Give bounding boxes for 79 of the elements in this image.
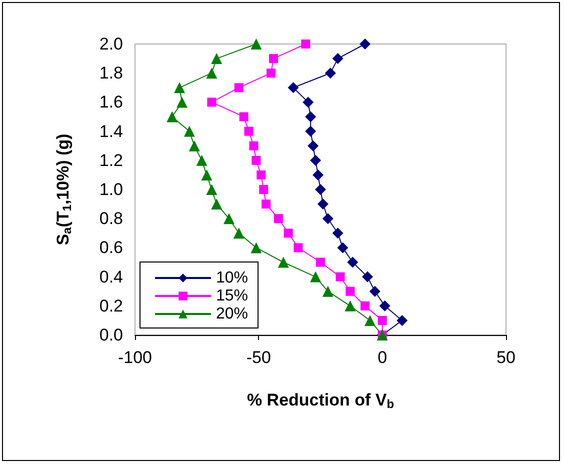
point (174, 82, 186, 94)
point (312, 169, 324, 180)
point (206, 184, 218, 195)
point (315, 184, 326, 195)
y-tick-label: 0.4 (99, 267, 123, 286)
point (305, 111, 316, 122)
point (396, 314, 408, 326)
y-tick-label: 1.8 (99, 64, 123, 83)
y-tick-label: 2.0 (99, 34, 123, 54)
point (364, 314, 376, 326)
point (269, 54, 278, 64)
x-tick-label: 0 (378, 348, 388, 367)
point (223, 213, 234, 224)
point (337, 242, 348, 254)
y-tick-label: 0.2 (99, 296, 123, 316)
y-tick-label: 0.0 (99, 326, 123, 344)
y-tick-label: 1.4 (99, 122, 123, 141)
legend-label: 10% (216, 270, 248, 286)
point (369, 286, 380, 297)
legend-label: 20% (216, 306, 248, 322)
point (346, 286, 355, 296)
point (316, 258, 325, 267)
point (233, 228, 244, 239)
point (284, 228, 293, 238)
point (336, 272, 345, 282)
point (259, 185, 268, 194)
point (250, 38, 262, 50)
point (344, 300, 356, 312)
y-tick-label: 1.2 (99, 150, 123, 170)
point (332, 53, 344, 64)
point (278, 256, 289, 268)
point (288, 82, 299, 94)
point (322, 286, 334, 297)
point (234, 83, 244, 92)
point (188, 140, 200, 152)
point (360, 301, 370, 310)
point (211, 198, 222, 210)
point (379, 300, 390, 312)
point (310, 271, 322, 282)
y-tick-label: 1.6 (99, 92, 123, 112)
y-tick-label: 1.0 (99, 180, 123, 199)
point (322, 213, 334, 224)
point (206, 68, 218, 79)
point (239, 112, 248, 122)
x-tick-label: 50 (496, 348, 516, 367)
point (184, 126, 195, 137)
legend-label: 15% (216, 288, 248, 304)
point (166, 111, 178, 122)
point (305, 126, 316, 137)
point (360, 38, 371, 50)
y-tick-label: 0.6 (99, 238, 123, 258)
point (262, 200, 271, 209)
point (317, 198, 328, 210)
y-axis-title: Sa(T1,10%) (g) (54, 134, 74, 246)
x-tick-label: -50 (246, 348, 271, 367)
point (256, 170, 266, 180)
point (310, 154, 322, 166)
point (201, 169, 212, 180)
point (207, 98, 216, 107)
point (308, 140, 319, 152)
point (249, 141, 258, 150)
point (347, 256, 358, 268)
point (378, 316, 387, 325)
point (252, 156, 261, 165)
point (244, 126, 254, 136)
point (250, 242, 262, 254)
y-tick-label: 0.8 (99, 209, 123, 228)
x-tick-label: -100 (118, 348, 152, 367)
point (196, 154, 208, 166)
point (211, 53, 222, 64)
point (176, 96, 188, 108)
point (362, 271, 373, 282)
point (324, 68, 336, 79)
point (294, 243, 303, 252)
point (266, 68, 276, 78)
point (332, 228, 344, 239)
point (302, 96, 314, 108)
point (301, 40, 310, 48)
point (274, 214, 283, 224)
